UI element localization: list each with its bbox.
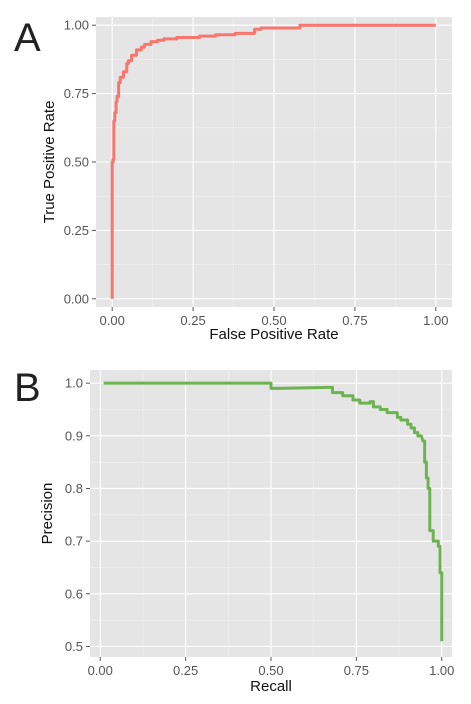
y-tick-label: 0.25 [64, 223, 89, 238]
panel-label: A [14, 16, 41, 60]
x-axis-title: False Positive Rate [209, 326, 338, 343]
roc-panel: 0.00 0.25 0.50 0.75 1.00 0.00 0.25 0.50 0.75 1.00… [14, 16, 452, 343]
y-tick-label: 0.8 [65, 481, 83, 496]
x-tick-label: 0.50 [258, 663, 283, 678]
x-tick-label: 0.00 [88, 663, 113, 678]
x-tick-label: 1.00 [429, 663, 454, 678]
x-tick-label: 0.00 [100, 313, 125, 328]
y-tick-label: 0.50 [64, 155, 89, 170]
series-line [110, 23, 436, 299]
y-tick-label: 0.75 [64, 86, 89, 101]
x-tick-label: 0.50 [261, 313, 286, 328]
series-line [103, 381, 444, 642]
x-tick-label: 0.25 [173, 663, 198, 678]
y-tick-label: 0.5 [65, 639, 83, 654]
y-tick-label: 1.0 [65, 376, 83, 391]
x-tick-label: 0.75 [344, 663, 369, 678]
y-axis-title: True Positive Rate [41, 101, 58, 224]
x-axis-title: Recall [250, 678, 292, 695]
precision-recall-panel: 0.00 0.25 0.50 0.75 1.00 0.5 0.6 0.7 0.8 0.9 1.0 Re… [14, 366, 454, 695]
y-axis-title: Precision [39, 483, 56, 545]
y-tick-label: 0.9 [65, 428, 83, 443]
x-tick-label: 0.75 [342, 313, 367, 328]
y-tick-label: 0.6 [65, 586, 83, 601]
panel-label: B [14, 366, 41, 410]
x-tick-label: 0.25 [180, 313, 205, 328]
y-tick-label: 0.00 [64, 291, 89, 306]
y-tick-label: 0.7 [65, 534, 83, 549]
y-tick-label: 1.00 [64, 18, 89, 33]
x-tick-label: 1.00 [423, 313, 448, 328]
